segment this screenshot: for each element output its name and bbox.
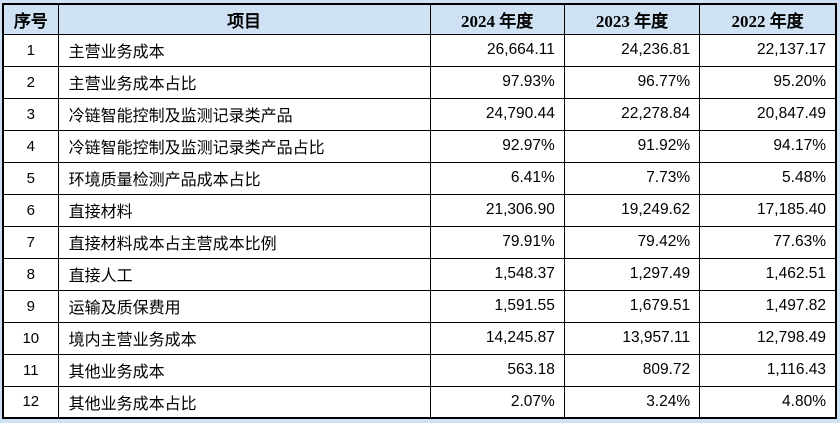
cell-item: 主营业务成本 (57, 33, 431, 67)
cell-2022: 77.63% (699, 225, 837, 259)
cell-item: 直接人工 (57, 257, 431, 291)
cell-index: 10 (2, 321, 59, 355)
cell-index: 4 (2, 129, 59, 163)
cell-2023: 7.73% (563, 161, 701, 195)
table-row: 10 境内主营业务成本 14,245.87 13,957.11 12,798.49 (2, 321, 837, 355)
cell-2022: 5.48% (699, 161, 837, 195)
cell-2024: 563.18 (429, 353, 565, 387)
cell-2024: 24,790.44 (429, 97, 565, 131)
cell-2023: 96.77% (563, 65, 701, 99)
header-row: 序号 项目 2024 年度 2023 年度 2022 年度 (2, 3, 837, 35)
cell-index: 1 (2, 33, 59, 67)
cell-2023: 22,278.84 (563, 97, 701, 131)
cell-2023: 3.24% (563, 385, 701, 419)
cell-2023: 13,957.11 (563, 321, 701, 355)
cell-2024: 2.07% (429, 385, 565, 419)
cell-index: 8 (2, 257, 59, 291)
cell-2022: 12,798.49 (699, 321, 837, 355)
column-header-index: 序号 (2, 3, 59, 35)
cell-item: 直接材料 (57, 193, 431, 227)
cell-2024: 92.97% (429, 129, 565, 163)
cell-2022: 4.80% (699, 385, 837, 419)
cell-2022: 94.17% (699, 129, 837, 163)
cell-2022: 20,847.49 (699, 97, 837, 131)
column-header-2024: 2024 年度 (429, 3, 565, 35)
cell-2022: 1,116.43 (699, 353, 837, 387)
table-row: 12 其他业务成本占比 2.07% 3.24% 4.80% (2, 385, 837, 419)
cell-index: 3 (2, 97, 59, 131)
cell-2023: 19,249.62 (563, 193, 701, 227)
cell-index: 7 (2, 225, 59, 259)
cell-2023: 24,236.81 (563, 33, 701, 67)
cell-2023: 1,679.51 (563, 289, 701, 323)
table-row: 6 直接材料 21,306.90 19,249.62 17,185.40 (2, 193, 837, 227)
cell-index: 11 (2, 353, 59, 387)
cell-2024: 97.93% (429, 65, 565, 99)
table-row: 9 运输及质保费用 1,591.55 1,679.51 1,497.82 (2, 289, 837, 323)
cell-2022: 95.20% (699, 65, 837, 99)
table-row: 11 其他业务成本 563.18 809.72 1,116.43 (2, 353, 837, 387)
table-row: 8 直接人工 1,548.37 1,297.49 1,462.51 (2, 257, 837, 291)
column-header-2023: 2023 年度 (563, 3, 701, 35)
cell-item: 运输及质保费用 (57, 289, 431, 323)
cost-breakdown-table: 序号 项目 2024 年度 2023 年度 2022 年度 1 主营业务成本 26,… (2, 3, 837, 419)
column-header-2022: 2022 年度 (699, 3, 837, 35)
cell-item: 冷链智能控制及监测记录类产品 (57, 97, 431, 131)
cell-item: 其他业务成本占比 (57, 385, 431, 419)
cell-2023: 809.72 (563, 353, 701, 387)
cell-item: 环境质量检测产品成本占比 (57, 161, 431, 195)
cell-2022: 1,462.51 (699, 257, 837, 291)
cell-2022: 1,497.82 (699, 289, 837, 323)
cell-index: 2 (2, 65, 59, 99)
table-row: 4 冷链智能控制及监测记录类产品占比 92.97% 91.92% 94.17% (2, 129, 837, 163)
cell-2022: 17,185.40 (699, 193, 837, 227)
cell-2024: 79.91% (429, 225, 565, 259)
cell-2024: 6.41% (429, 161, 565, 195)
table-row: 1 主营业务成本 26,664.11 24,236.81 22,137.17 (2, 33, 837, 67)
table-row: 5 环境质量检测产品成本占比 6.41% 7.73% 5.48% (2, 161, 837, 195)
cell-2024: 14,245.87 (429, 321, 565, 355)
cell-index: 12 (2, 385, 59, 419)
cell-2024: 1,591.55 (429, 289, 565, 323)
cell-index: 5 (2, 161, 59, 195)
cell-2023: 79.42% (563, 225, 701, 259)
table-row: 7 直接材料成本占主营成本比例 79.91% 79.42% 77.63% (2, 225, 837, 259)
table-body: 1 主营业务成本 26,664.11 24,236.81 22,137.17 2 主营业务成… (2, 33, 837, 419)
cell-item: 直接材料成本占主营成本比例 (57, 225, 431, 259)
cell-index: 6 (2, 193, 59, 227)
cell-item: 其他业务成本 (57, 353, 431, 387)
cell-2023: 1,297.49 (563, 257, 701, 291)
cell-2024: 1,548.37 (429, 257, 565, 291)
table-header: 序号 项目 2024 年度 2023 年度 2022 年度 (2, 3, 837, 35)
cell-item: 境内主营业务成本 (57, 321, 431, 355)
table-row: 2 主营业务成本占比 97.93% 96.77% 95.20% (2, 65, 837, 99)
cell-index: 9 (2, 289, 59, 323)
cell-2023: 91.92% (563, 129, 701, 163)
cell-item: 主营业务成本占比 (57, 65, 431, 99)
cell-2024: 26,664.11 (429, 33, 565, 67)
table-row: 3 冷链智能控制及监测记录类产品 24,790.44 22,278.84 20,847.… (2, 97, 837, 131)
cell-item: 冷链智能控制及监测记录类产品占比 (57, 129, 431, 163)
cell-2022: 22,137.17 (699, 33, 837, 67)
cell-2024: 21,306.90 (429, 193, 565, 227)
column-header-item: 项目 (57, 3, 431, 35)
